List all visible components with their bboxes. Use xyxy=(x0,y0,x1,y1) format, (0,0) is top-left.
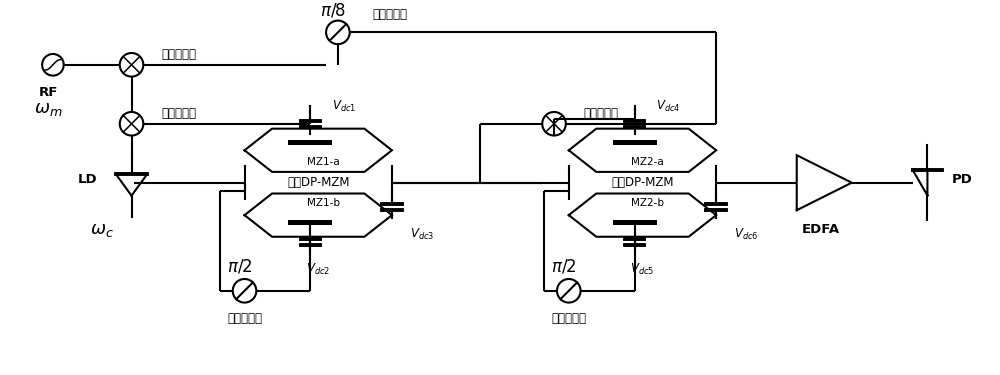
Text: $V_{dc1}$: $V_{dc1}$ xyxy=(332,99,356,114)
Text: $\pi/2$: $\pi/2$ xyxy=(227,257,253,275)
Text: 第二移向器: 第二移向器 xyxy=(372,8,407,21)
Polygon shape xyxy=(288,220,332,225)
Text: $V_{dc4}$: $V_{dc4}$ xyxy=(656,99,681,114)
Polygon shape xyxy=(613,140,657,145)
Text: EDFA: EDFA xyxy=(802,224,840,236)
Text: 第二功分器: 第二功分器 xyxy=(161,107,196,120)
Text: MZ2-a: MZ2-a xyxy=(631,157,664,167)
Text: MZ1-b: MZ1-b xyxy=(307,198,340,208)
Text: $\omega_c$: $\omega_c$ xyxy=(90,221,114,239)
Text: $\pi/8$: $\pi/8$ xyxy=(320,2,346,20)
Text: 第一DP-MZM: 第一DP-MZM xyxy=(287,176,349,189)
Text: 第一功分器: 第一功分器 xyxy=(161,48,196,62)
Text: $V_{dc5}$: $V_{dc5}$ xyxy=(630,262,655,277)
Text: MZ1-a: MZ1-a xyxy=(307,157,340,167)
Polygon shape xyxy=(613,220,657,225)
Text: RF: RF xyxy=(38,86,58,99)
Text: 第二DP-MZM: 第二DP-MZM xyxy=(611,176,674,189)
Text: $\pi/2$: $\pi/2$ xyxy=(551,257,577,275)
Text: $V_{dc3}$: $V_{dc3}$ xyxy=(410,227,434,242)
Text: 第三移向器: 第三移向器 xyxy=(551,312,586,325)
Text: 第一移向器: 第一移向器 xyxy=(227,312,262,325)
Polygon shape xyxy=(288,140,332,145)
Text: $V_{dc2}$: $V_{dc2}$ xyxy=(306,262,330,277)
Text: $V_{dc6}$: $V_{dc6}$ xyxy=(734,227,758,242)
Text: MZ2-b: MZ2-b xyxy=(631,198,664,208)
Text: PD: PD xyxy=(952,173,973,186)
Text: LD: LD xyxy=(78,173,97,186)
Text: 第三功分器: 第三功分器 xyxy=(584,107,619,120)
Text: $\omega_m$: $\omega_m$ xyxy=(34,100,62,118)
